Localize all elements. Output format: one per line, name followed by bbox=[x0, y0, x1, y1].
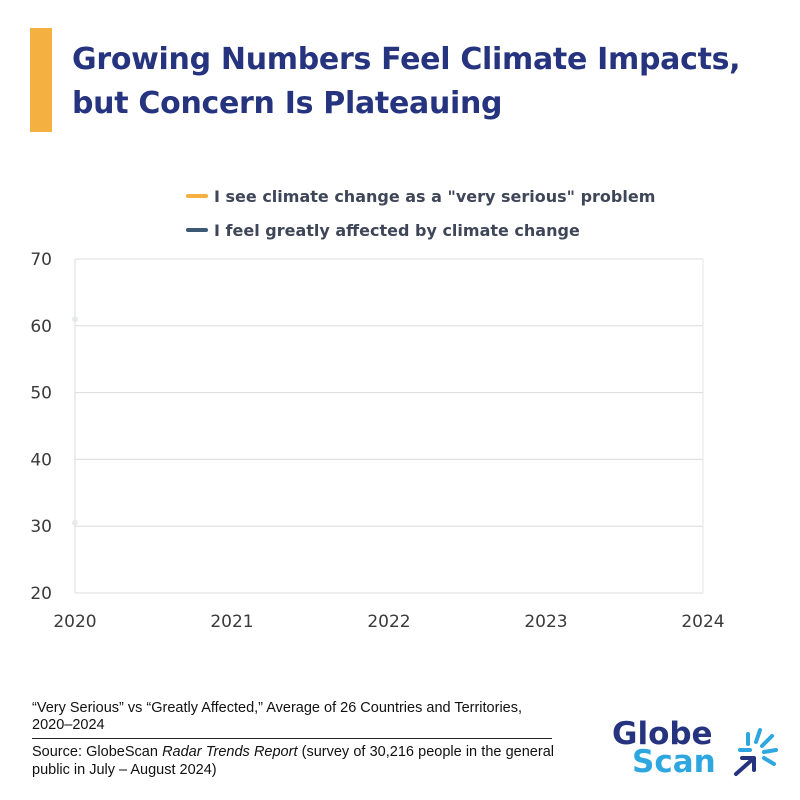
legend-swatch-slate bbox=[186, 227, 208, 232]
globescan-logo: Globe Scan bbox=[612, 716, 782, 784]
legend-swatch-orange bbox=[186, 193, 208, 198]
chart-title: Growing Numbers Feel Climate Impacts, bu… bbox=[72, 38, 772, 126]
source-report-name: Radar Trends Report bbox=[162, 744, 298, 760]
title-line-2: but Concern Is Plateauing bbox=[72, 86, 503, 121]
series-1-point-2020 bbox=[72, 519, 78, 526]
title-line-1: Growing Numbers Feel Climate Impacts, bbox=[72, 42, 741, 77]
x-tick-label-2023: 2023 bbox=[524, 612, 567, 632]
x-tick-label-2020: 2020 bbox=[53, 612, 96, 632]
source-note: Source: GlobeScan Radar Trends Report (s… bbox=[32, 743, 554, 779]
line-chart: 20 30 40 50 60 70 2020 2021 2022 2023 2024 bbox=[30, 250, 724, 632]
x-tick-label-2021: 2021 bbox=[210, 612, 253, 632]
y-tick-label-30: 30 bbox=[30, 517, 52, 537]
x-tick-label-2022: 2022 bbox=[367, 612, 410, 632]
x-tick-label-2024: 2024 bbox=[681, 612, 724, 632]
series-0-point-2020 bbox=[72, 316, 78, 323]
legend-label-very-serious: I see climate change as a "very serious"… bbox=[214, 187, 656, 206]
y-tick-label-70: 70 bbox=[30, 250, 52, 270]
chart-footnote: “Very Serious” vs “Greatly Affected,” Av… bbox=[32, 700, 523, 733]
footnote-divider bbox=[32, 738, 552, 739]
source-suffix: (survey of 30,216 people in the general … bbox=[32, 744, 554, 778]
logo-word-scan: Scan bbox=[632, 744, 716, 780]
legend-item-greatly-affected: I feel greatly affected by climate chang… bbox=[186, 220, 580, 242]
source-prefix: Source: GlobeScan bbox=[32, 744, 163, 760]
y-tick-label-40: 40 bbox=[30, 450, 52, 470]
y-tick-label-60: 60 bbox=[30, 317, 52, 337]
title-accent-bar bbox=[30, 28, 52, 132]
legend-label-greatly-affected: I feel greatly affected by climate chang… bbox=[214, 221, 580, 240]
logo-burst-icon bbox=[734, 728, 778, 776]
y-tick-label-20: 20 bbox=[30, 584, 52, 604]
legend-item-very-serious: I see climate change as a "very serious"… bbox=[186, 186, 655, 208]
y-tick-label-50: 50 bbox=[30, 384, 52, 404]
logo-word-globe: Globe bbox=[612, 716, 713, 752]
